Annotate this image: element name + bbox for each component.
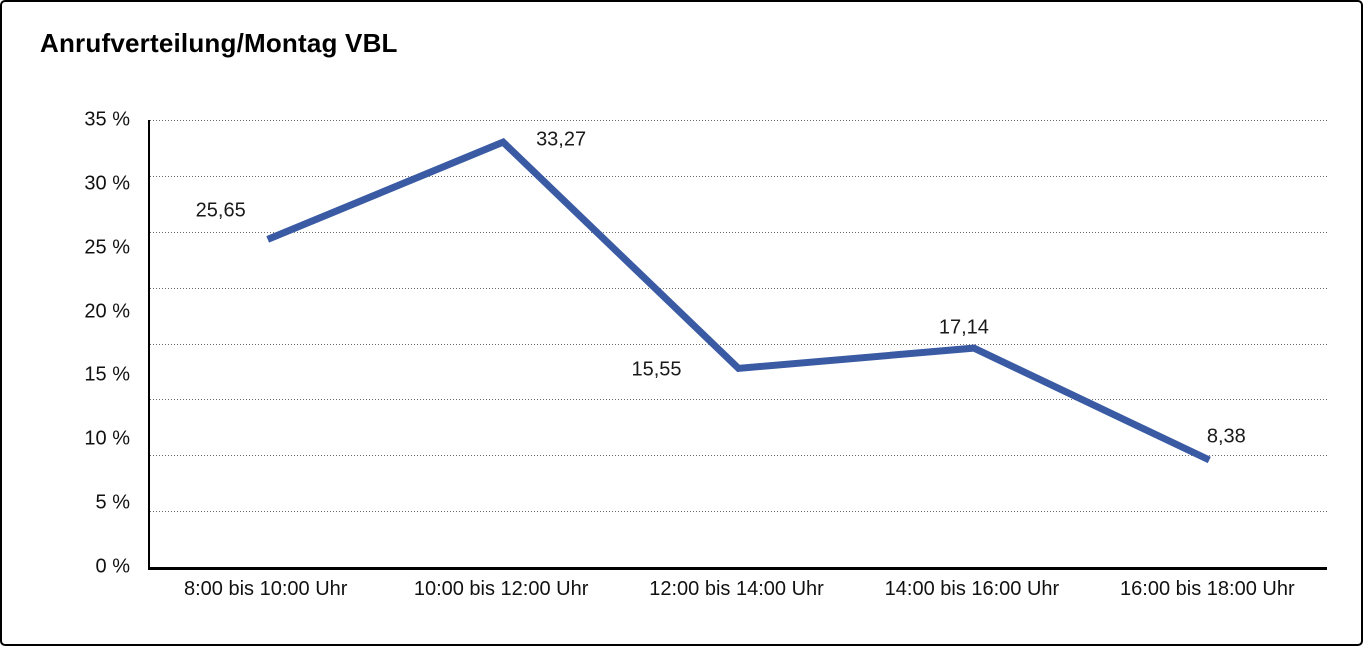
data-line-series [266, 137, 1211, 464]
data-point-label: 25,65 [195, 199, 246, 222]
y-axis-tick-label: 5 % [95, 491, 130, 514]
data-point-label: 17,14 [938, 316, 989, 339]
data-point-label: 15,55 [631, 358, 682, 381]
data-point-label: 8,38 [1206, 425, 1246, 448]
x-axis-tick-labels: 8:00 bis 10:00 Uhr 10:00 bis 12:00 Uhr 12:… [148, 578, 1325, 601]
horizontal-gridline [150, 455, 1327, 457]
x-axis-tick-label: 12:00 bis 14:00 Uhr [649, 578, 824, 600]
y-axis-tick-label: 10 % [84, 427, 130, 450]
y-axis-tick-label: 15 % [84, 363, 130, 386]
horizontal-gridline [150, 120, 1327, 121]
x-axis-tick-label: 16:00 bis 18:00 Uhr [1120, 578, 1295, 600]
horizontal-gridline [150, 231, 1327, 233]
y-axis-tick-label: 0 % [95, 555, 130, 578]
y-axis-tick-label: 25 % [84, 236, 130, 259]
y-axis-tick-label: 35 % [84, 108, 130, 131]
horizontal-gridline [150, 399, 1327, 401]
x-axis-tick-label: 10:00 bis 12:00 Uhr [413, 578, 589, 600]
y-axis-tick-labels: 35 % 30 % 25 % 20 % 15 % 10 % 5 % 0 % [2, 109, 130, 578]
y-axis-tick-label: 20 % [84, 300, 130, 323]
x-axis-tick-label: 14:00 bis 16:00 Uhr [884, 578, 1060, 600]
horizontal-gridline [150, 343, 1327, 345]
line-series-path [266, 137, 1211, 464]
plot-area: 25,65 33,27 15,55 17,14 8,38 [148, 120, 1327, 570]
horizontal-gridline [150, 287, 1327, 289]
y-axis-tick-label: 30 % [84, 172, 130, 195]
x-axis-tick-label: 8:00 bis 10:00 Uhr [183, 578, 348, 600]
horizontal-gridline [150, 511, 1327, 513]
horizontal-gridline [150, 175, 1327, 177]
chart-title: Anrufverteilung/Montag VBL [40, 28, 398, 58]
data-point-label: 33,27 [536, 128, 587, 151]
